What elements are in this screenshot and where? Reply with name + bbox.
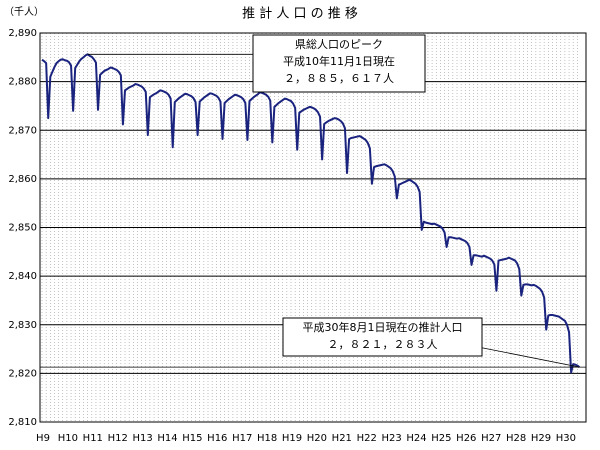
chart-title: 推 計 人 口 の 推 移 [242, 6, 358, 22]
x-tick-label: H26 [456, 433, 476, 444]
y-tick-label: 2,890 [8, 28, 37, 39]
x-tick-label: H10 [58, 433, 78, 444]
y-tick-label: 2,850 [8, 223, 37, 234]
x-tick-label: H28 [506, 433, 526, 444]
annotation-text: ２，８２１，２８３人 [328, 338, 438, 351]
x-tick-label: H12 [108, 433, 128, 444]
x-tick-label: H15 [182, 433, 202, 444]
annotation-text: ２，８８５，６１７人 [284, 72, 394, 85]
x-tick-label: H22 [357, 433, 377, 444]
annotation-text: 県総人口のピーク [295, 37, 383, 51]
x-tick-label: H14 [157, 433, 177, 444]
x-tick-label: H16 [207, 433, 227, 444]
y-tick-label: 2,830 [8, 320, 37, 331]
annotation-text: 平成10年11月1日現在 [283, 54, 395, 68]
x-tick-label: H29 [531, 433, 551, 444]
x-tick-label: H21 [332, 433, 352, 444]
x-tick-label: H24 [406, 433, 426, 444]
x-tick-label: H17 [232, 433, 252, 444]
x-tick-label: H27 [481, 433, 501, 444]
y-tick-label: 2,820 [8, 368, 37, 379]
y-tick-label: 2,880 [8, 77, 37, 88]
annotation-text: 平成30年8月1日現在の推計人口 [303, 320, 463, 334]
x-tick-label: H23 [381, 433, 401, 444]
data-line [41, 53, 581, 374]
x-tick-label: H18 [257, 433, 277, 444]
x-tick-label: H19 [282, 433, 302, 444]
y-tick-label: 2,860 [8, 174, 37, 185]
x-tick-label: H13 [132, 433, 152, 444]
x-tick-label: H20 [307, 433, 327, 444]
y-axis-label: （千人） [4, 6, 44, 18]
leader-line [477, 346, 580, 368]
x-tick-label: H9 [36, 433, 50, 444]
y-tick-label: 2,870 [8, 125, 37, 136]
y-tick-label: 2,810 [8, 417, 37, 428]
annotation-box [252, 34, 426, 93]
x-tick-label: H11 [83, 433, 103, 444]
annotation-box [282, 317, 483, 357]
x-tick-label: H25 [431, 433, 451, 444]
x-tick-label: H30 [556, 433, 576, 444]
y-tick-label: 2,840 [8, 271, 37, 282]
